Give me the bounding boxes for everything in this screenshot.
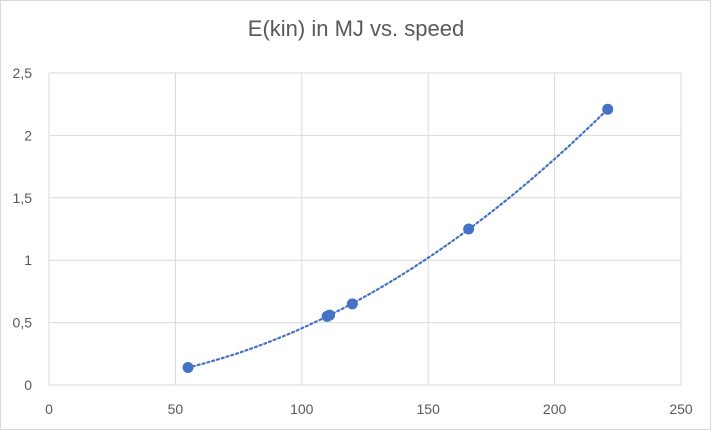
x-tick-label: 250 [669, 401, 693, 417]
y-tick-label: 2,5 [13, 65, 33, 81]
data-point [602, 103, 614, 115]
chart-title: E(kin) in MJ vs. speed [247, 16, 465, 41]
data-point [324, 309, 336, 321]
data-point [463, 223, 475, 235]
y-axis-ticks: 0 0,5 1 1,5 2 2,5 [13, 65, 33, 393]
x-axis-ticks: 0 50 100 150 200 250 [45, 401, 693, 417]
data-point [182, 362, 194, 374]
x-tick-label: 100 [290, 401, 314, 417]
data-point-layer [182, 103, 614, 374]
y-tick-label: 0 [24, 377, 32, 393]
grid-layer [48, 72, 682, 386]
y-tick-label: 0,5 [13, 315, 33, 331]
trendline-layer [186, 108, 609, 369]
y-tick-label: 2 [24, 127, 32, 143]
x-tick-label: 150 [417, 401, 441, 417]
trendline [186, 108, 609, 369]
x-tick-label: 0 [45, 401, 53, 417]
x-tick-label: 200 [543, 401, 567, 417]
data-point [346, 298, 358, 310]
y-tick-label: 1,5 [13, 190, 33, 206]
y-tick-label: 1 [24, 252, 32, 268]
x-tick-label: 50 [168, 401, 184, 417]
